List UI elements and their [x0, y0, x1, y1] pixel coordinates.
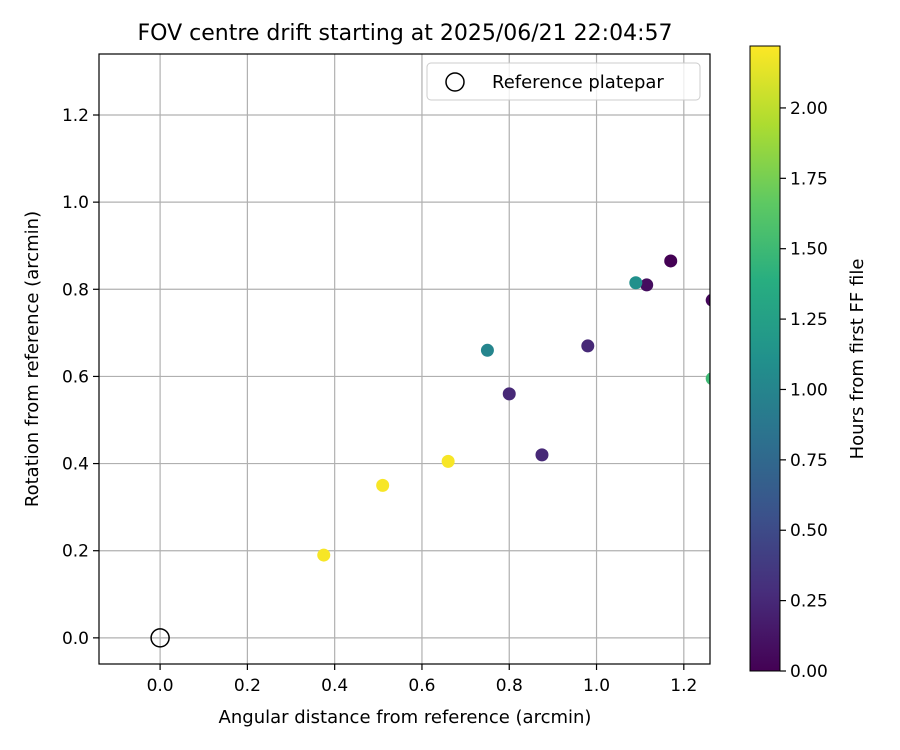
x-tick-label: 1.0	[583, 676, 610, 696]
data-point	[640, 278, 654, 292]
colorbar	[750, 46, 780, 671]
data-point	[376, 478, 390, 492]
colorbar-tick-label: 0.50	[790, 521, 828, 541]
x-axis-label: Angular distance from reference (arcmin)	[219, 707, 592, 728]
y-tick-label: 1.2	[62, 106, 89, 126]
legend-reference-label: Reference platepar	[492, 72, 664, 93]
colorbar-tick-label: 1.00	[790, 380, 828, 400]
colorbar-label: Hours from first FF file	[847, 259, 868, 460]
data-point	[705, 372, 710, 385]
x-tick-label: 0.0	[147, 676, 174, 696]
data-point	[705, 294, 710, 307]
legend-reference-icon	[445, 72, 465, 92]
grid-lines	[99, 54, 710, 664]
data-point	[629, 276, 643, 290]
legend-box	[426, 62, 701, 101]
x-tick-label: 0.6	[408, 676, 435, 696]
colorbar-tick-label: 0.00	[790, 662, 828, 682]
colorbar-tick-label: 0.25	[790, 592, 828, 612]
plot-frame	[98, 53, 711, 665]
colorbar-frame	[749, 45, 781, 672]
y-tick-label: 0.6	[62, 367, 89, 387]
data-point	[441, 454, 455, 468]
colorbar-ticks: 0.00 0.25 0.50 0.75 1.00 1.25 1.50 1.75 2.00	[780, 99, 828, 682]
y-axis-ticks: 0.0 0.2 0.4 0.6 0.8 1.0 1.2	[62, 106, 99, 649]
chart-title: FOV centre drift starting at 2025/06/21 …	[138, 21, 673, 46]
plot-area	[99, 54, 710, 664]
data-points	[317, 254, 710, 562]
colorbar-tick-label: 1.25	[790, 310, 828, 330]
legend: Reference platepar	[426, 62, 701, 101]
y-tick-label: 0.8	[62, 280, 89, 300]
colorbar-tick-label: 0.75	[790, 451, 828, 471]
reference-platepar-marker	[150, 628, 170, 648]
x-tick-label: 1.2	[670, 676, 697, 696]
y-tick-label: 1.0	[62, 193, 89, 213]
colorbar-tick-label: 1.75	[790, 169, 828, 189]
x-tick-label: 0.4	[321, 676, 348, 696]
data-point	[664, 254, 678, 268]
data-point	[581, 339, 595, 353]
y-tick-label: 0.4	[62, 455, 89, 475]
colorbar-tick-label: 1.50	[790, 240, 828, 260]
data-point	[480, 343, 494, 357]
data-point	[535, 448, 549, 462]
data-point	[317, 548, 331, 562]
x-axis-ticks: 0.0 0.2 0.4 0.6 0.8 1.0 1.2	[147, 664, 697, 696]
colorbar-tick-label: 2.00	[790, 99, 828, 119]
y-tick-label: 0.2	[62, 542, 89, 562]
y-tick-label: 0.0	[62, 629, 89, 649]
x-tick-label: 0.2	[234, 676, 261, 696]
data-point	[502, 387, 516, 401]
x-tick-label: 0.8	[496, 676, 523, 696]
y-axis-label: Rotation from reference (arcmin)	[22, 211, 43, 507]
